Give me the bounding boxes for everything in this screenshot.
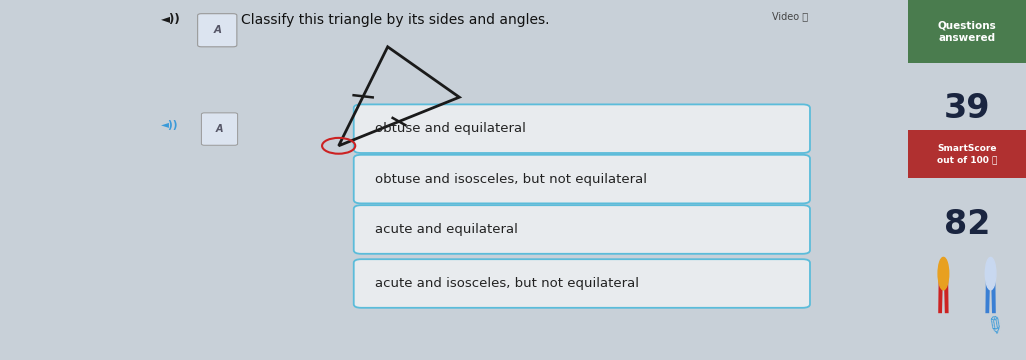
FancyBboxPatch shape bbox=[198, 14, 237, 47]
Text: Questions
answered: Questions answered bbox=[938, 20, 996, 43]
Text: ◄)): ◄)) bbox=[161, 120, 179, 130]
Text: 82: 82 bbox=[944, 208, 990, 242]
FancyBboxPatch shape bbox=[354, 104, 810, 153]
Text: A: A bbox=[213, 25, 222, 35]
FancyBboxPatch shape bbox=[354, 259, 810, 308]
Circle shape bbox=[985, 257, 996, 290]
Text: Classify this triangle by its sides and angles.: Classify this triangle by its sides and … bbox=[241, 13, 549, 27]
Text: 39: 39 bbox=[944, 91, 990, 125]
Text: ✎: ✎ bbox=[980, 314, 1007, 341]
Polygon shape bbox=[938, 275, 943, 313]
Text: obtuse and equilateral: obtuse and equilateral bbox=[374, 122, 525, 135]
FancyBboxPatch shape bbox=[354, 155, 810, 203]
Bar bbox=[908, 0, 1026, 63]
Text: A: A bbox=[215, 124, 224, 134]
Text: acute and isosceles, but not equilateral: acute and isosceles, but not equilateral bbox=[374, 277, 639, 290]
FancyBboxPatch shape bbox=[354, 205, 810, 254]
Text: SmartScore
out of 100 ⓘ: SmartScore out of 100 ⓘ bbox=[937, 144, 997, 164]
FancyBboxPatch shape bbox=[201, 113, 238, 145]
Circle shape bbox=[938, 257, 949, 290]
Polygon shape bbox=[991, 275, 996, 313]
Polygon shape bbox=[944, 275, 949, 313]
Text: Video ⓔ: Video ⓔ bbox=[773, 11, 808, 21]
Bar bbox=[908, 130, 1026, 178]
Text: acute and equilateral: acute and equilateral bbox=[374, 223, 518, 236]
Text: obtuse and isosceles, but not equilateral: obtuse and isosceles, but not equilatera… bbox=[374, 172, 646, 186]
Polygon shape bbox=[985, 275, 990, 313]
Text: ◄)): ◄)) bbox=[161, 13, 182, 26]
